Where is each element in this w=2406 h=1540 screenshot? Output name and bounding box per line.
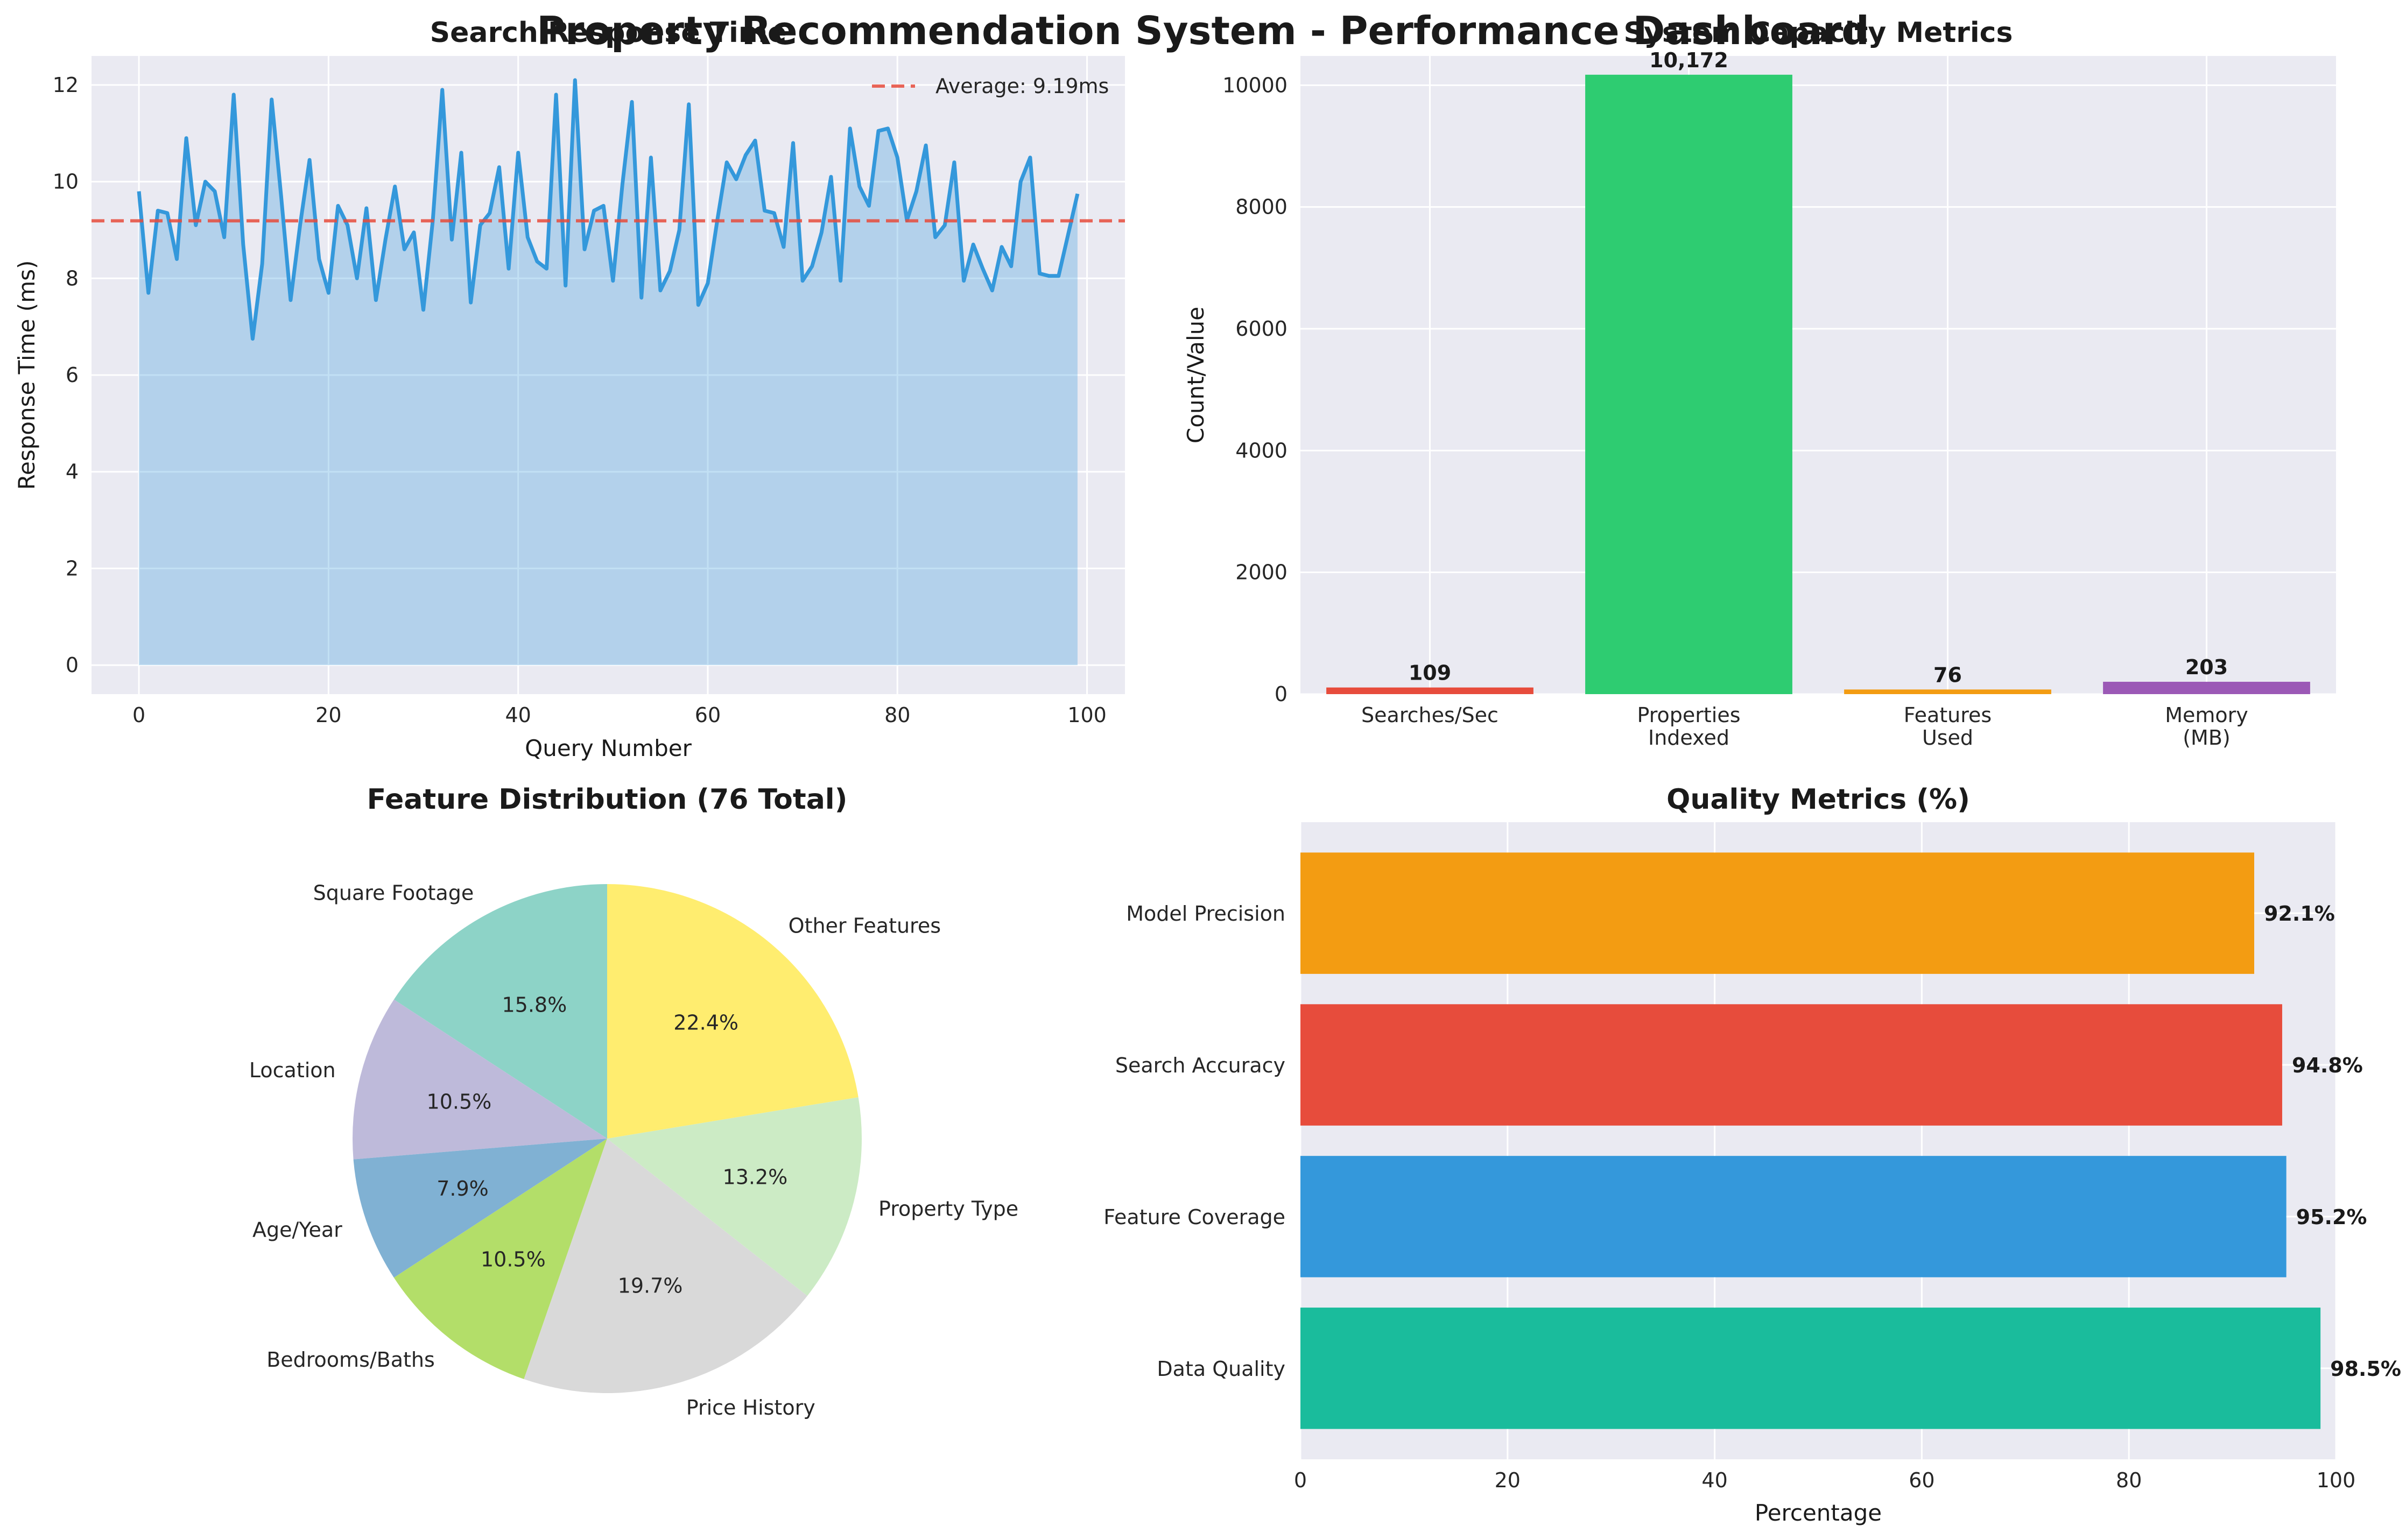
x-tick-label: 0 xyxy=(1294,1468,1307,1492)
bar-value-label: 109 xyxy=(1409,661,1451,685)
panel-title: Search Response Time xyxy=(430,17,787,49)
y-tick-label: Feature Coverage xyxy=(1103,1205,1285,1229)
y-tick-label: Data Quality xyxy=(1157,1357,1285,1381)
bar-value-label: 94.8% xyxy=(2292,1054,2363,1077)
bar-value-label: 92.1% xyxy=(2264,902,2335,926)
y-tick-label: 2 xyxy=(66,556,79,580)
slice-percent-label: 22.4% xyxy=(673,1011,738,1035)
y-tick-label: 12 xyxy=(53,73,79,97)
y-tick-label: 0 xyxy=(66,653,79,677)
capacity-bar xyxy=(1326,687,1533,694)
panel-title: System Capacity Metrics xyxy=(1624,17,2013,49)
x-tick-label: 20 xyxy=(315,703,341,727)
x-axis-label: Query Number xyxy=(525,735,692,761)
y-tick-label: 8000 xyxy=(1235,195,1288,219)
feature-pie-panel: 15.8% Square Footage 10.5% Location 7.9% Age/… xyxy=(249,783,1018,1419)
x-tick-label: 60 xyxy=(1909,1468,1934,1492)
slice-percent-label: 13.2% xyxy=(723,1165,788,1189)
x-tick-label: Properties Indexed xyxy=(1637,703,1740,750)
legend-average-label: Average: 9.19ms xyxy=(935,74,1109,98)
slice-category-label: Square Footage xyxy=(313,881,474,905)
x-tick-label: Searches/Sec xyxy=(1361,703,1499,727)
panel-title: Feature Distribution (76 Total) xyxy=(367,783,848,816)
y-tick-label: 6 xyxy=(66,363,79,387)
x-axis-label: Percentage xyxy=(1755,1500,1882,1526)
pie-slice xyxy=(607,884,859,1139)
x-tick-label: 60 xyxy=(695,703,721,727)
pie-slice xyxy=(353,1139,607,1278)
pie-slice xyxy=(393,884,607,1139)
response-time-area xyxy=(139,80,1078,666)
y-tick-label: Search Accuracy xyxy=(1115,1054,1285,1077)
x-tick-label: Memory (MB) xyxy=(2165,703,2248,750)
x-tick-label: 40 xyxy=(505,703,531,727)
capacity-bar xyxy=(1844,689,2051,694)
x-tick-label: 100 xyxy=(2317,1468,2356,1492)
x-tick-label: 100 xyxy=(1067,703,1107,727)
panel-title: Quality Metrics (%) xyxy=(1666,783,1970,816)
y-tick-label: Model Precision xyxy=(1126,902,1285,926)
x-tick-label: 80 xyxy=(2116,1468,2142,1492)
capacity-panel: 0 2000 4000 6000 8000 10000 109 Searches/Sec 10,… xyxy=(1183,17,2336,750)
slice-category-label: Price History xyxy=(686,1396,815,1419)
slice-percent-label: 10.5% xyxy=(481,1248,546,1271)
response-time-panel: 0 20 40 60 80 100 0 2 4 6 8 10 12 Average: 9.19ms Sear… xyxy=(13,17,1125,761)
pie-slice xyxy=(353,999,607,1160)
bar-value-label: 10,172 xyxy=(1649,48,1728,72)
slice-category-label: Property Type xyxy=(878,1197,1018,1220)
capacity-bar xyxy=(2103,682,2310,694)
y-tick-label: 0 xyxy=(1275,682,1288,706)
pie-slice xyxy=(524,1139,807,1393)
bar-value-label: 203 xyxy=(2185,655,2228,679)
slice-percent-label: 15.8% xyxy=(502,993,567,1016)
pie-slice xyxy=(607,1097,862,1296)
bar-value-label: 76 xyxy=(1933,663,1962,687)
pie-slice xyxy=(393,1139,607,1380)
x-tick-label: 0 xyxy=(132,703,145,727)
slice-category-label: Bedrooms/Baths xyxy=(266,1348,435,1372)
y-tick-label: 8 xyxy=(66,266,79,290)
quality-bar xyxy=(1300,1004,2282,1126)
quality-panel: 0 20 40 60 80 100 98.5% Data Quality 95.2% Featur… xyxy=(1103,783,2401,1526)
slice-category-label: Age/Year xyxy=(252,1218,342,1242)
slice-category-label: Location xyxy=(249,1058,336,1082)
bar-value-label: 98.5% xyxy=(2330,1357,2401,1381)
y-tick-label: 2000 xyxy=(1235,561,1288,584)
y-tick-label: 6000 xyxy=(1235,317,1288,341)
x-tick-label: 80 xyxy=(884,703,910,727)
dashboard-title: Property Recommendation System - Perform… xyxy=(537,8,1869,53)
y-axis-label: Count/Value xyxy=(1183,307,1209,443)
response-time-line xyxy=(137,78,1080,341)
slice-percent-label: 7.9% xyxy=(437,1177,489,1200)
y-tick-label: 4000 xyxy=(1235,439,1288,462)
x-tick-label: Features Used xyxy=(1904,703,1992,750)
bar-value-label: 95.2% xyxy=(2296,1205,2367,1229)
y-axis-label: Response Time (ms) xyxy=(13,260,40,490)
capacity-bar xyxy=(1585,74,1792,695)
x-tick-label: 20 xyxy=(1495,1468,1521,1492)
y-tick-label: 4 xyxy=(66,460,79,484)
x-tick-label: 40 xyxy=(1701,1468,1727,1492)
slice-percent-label: 19.7% xyxy=(618,1274,683,1297)
y-tick-label: 10000 xyxy=(1222,73,1288,97)
plot-background xyxy=(1300,56,2336,694)
quality-bar xyxy=(1300,852,2255,974)
quality-bar xyxy=(1300,1308,2321,1429)
slice-category-label: Other Features xyxy=(789,914,941,937)
quality-bar xyxy=(1300,1156,2287,1277)
slice-percent-label: 10.5% xyxy=(427,1090,492,1113)
y-tick-label: 10 xyxy=(53,170,79,194)
